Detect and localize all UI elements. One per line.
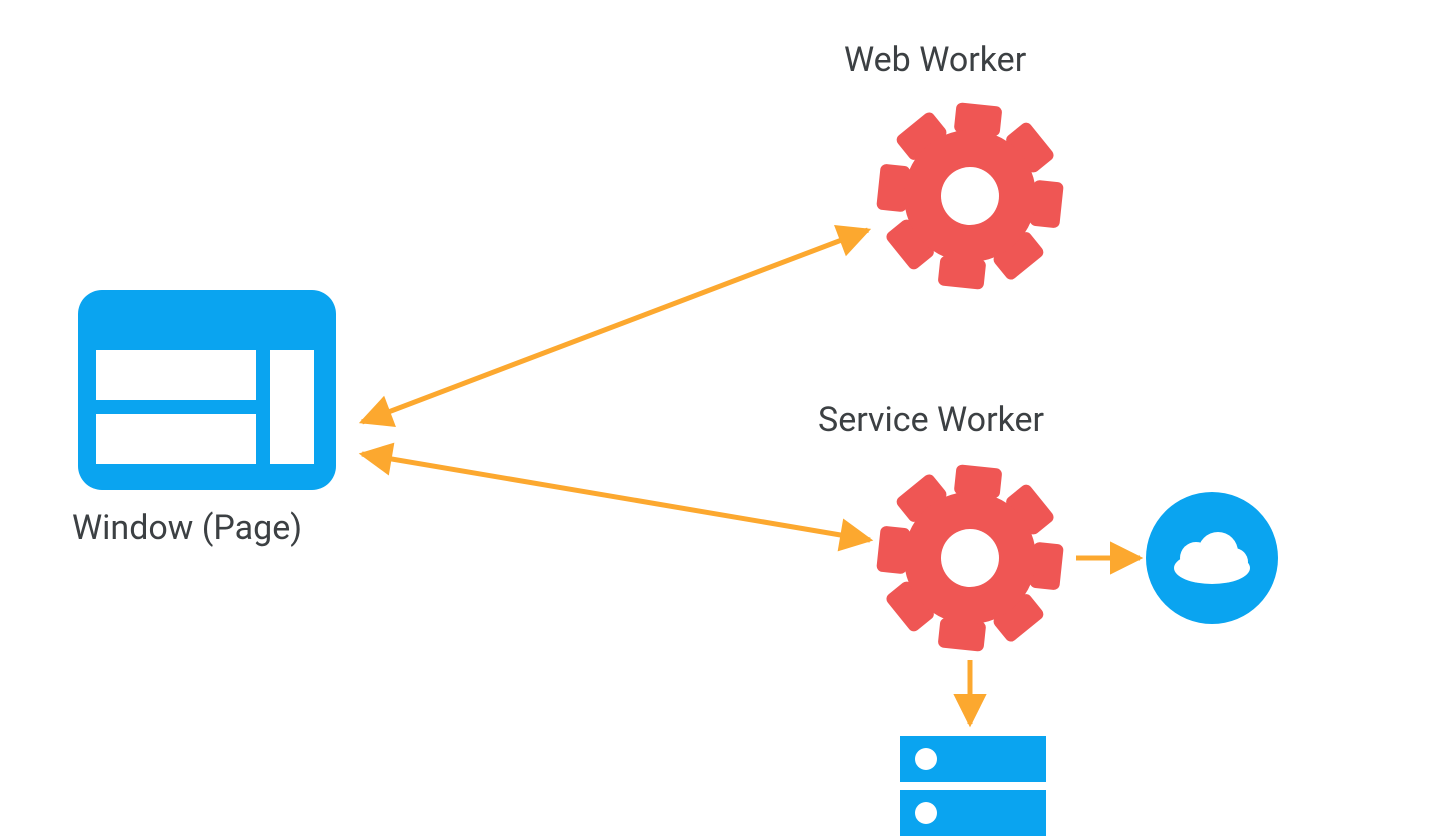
web-worker-label: Web Worker [844,40,1026,80]
window-page-label: Window (Page) [72,508,302,548]
diagram-svg [0,0,1456,836]
cloud-icon [1146,492,1278,624]
window-page-icon [78,290,336,490]
arrows [362,230,1140,724]
service-worker-gear-icon [869,457,1071,659]
web-worker-gear-icon [869,95,1071,297]
arrow-window-webworker [362,230,868,422]
service-worker-label: Service Worker [818,400,1044,440]
arrow-window-serviceworker [362,454,870,540]
diagram-canvas: Window (Page) Web Worker Service Worker [0,0,1456,836]
storage-icon [900,736,1046,836]
